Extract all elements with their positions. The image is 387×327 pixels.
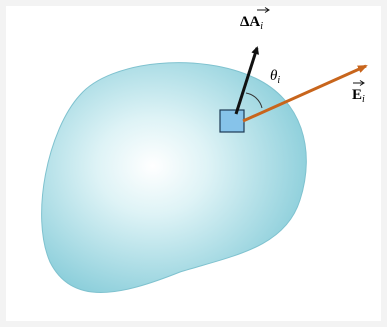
symbol: ΔA bbox=[240, 14, 260, 30]
subscript: i bbox=[260, 21, 263, 32]
subscript: i bbox=[277, 75, 280, 86]
label-text: ΔAi bbox=[240, 14, 263, 32]
diagram: ΔAi θi Ei bbox=[0, 0, 387, 327]
symbol: E bbox=[352, 87, 362, 103]
subscript: i bbox=[362, 94, 365, 105]
area-element bbox=[220, 110, 244, 132]
